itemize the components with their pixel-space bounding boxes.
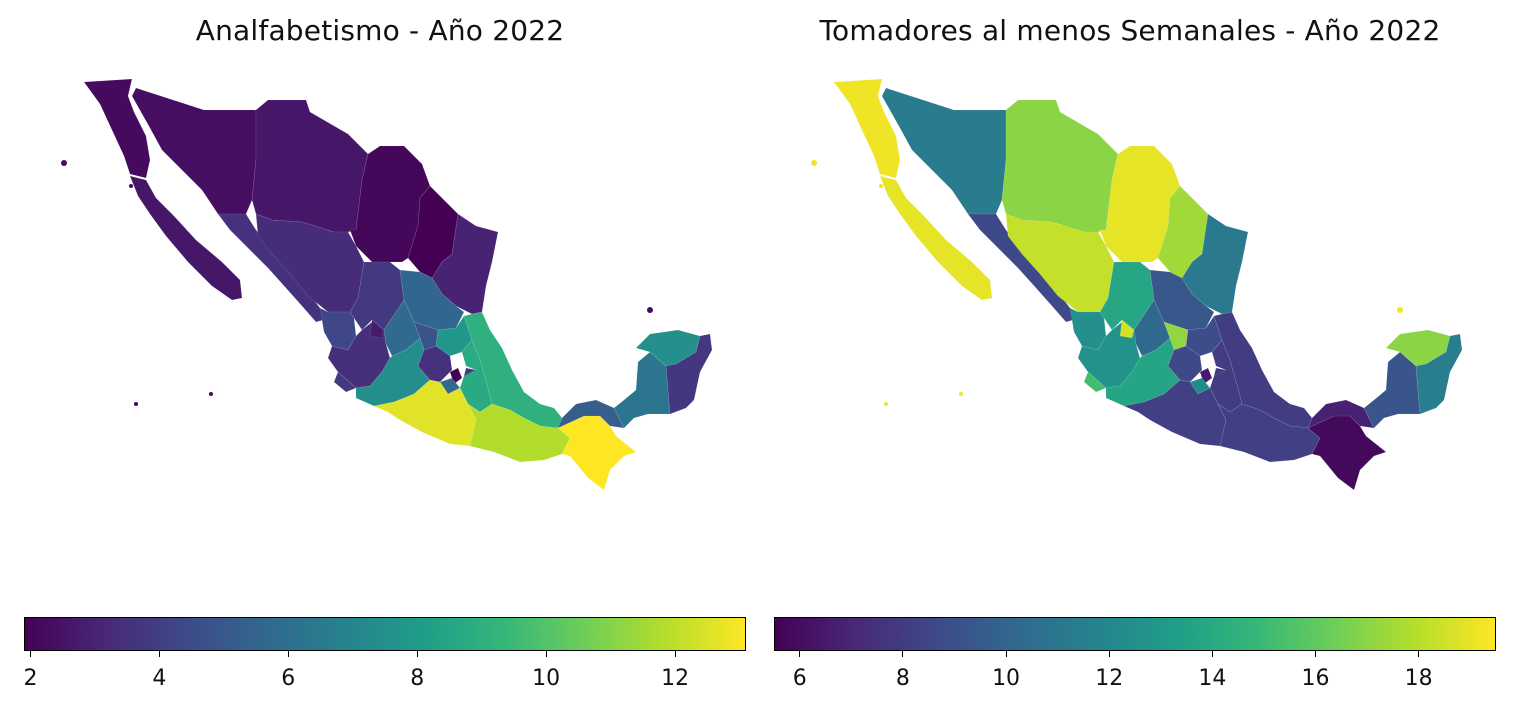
- colorbar-tick-label: 8: [410, 666, 425, 691]
- state-baja-california-sur: [129, 175, 243, 301]
- map-panel-right: Tomadores al menos Semanales - Año 2022 …: [760, 0, 1500, 718]
- state-colima: [1083, 371, 1107, 393]
- state-nayarit: [1069, 307, 1107, 351]
- island-3: [209, 392, 213, 396]
- state-tabasco: [1307, 399, 1375, 429]
- colorbar-tick-label: 12: [661, 666, 690, 691]
- colorbar-tick: [29, 651, 31, 657]
- colorbar-tick-label: 14: [1198, 666, 1227, 691]
- state-aguascalientes: [1119, 319, 1135, 339]
- island-3: [959, 392, 963, 396]
- colorbar-right: [774, 617, 1496, 651]
- colorbar-tick: [287, 651, 289, 657]
- colorbar-tick: [1108, 651, 1110, 657]
- state-tabasco: [557, 399, 625, 429]
- colorbar-tick-label: 16: [1301, 666, 1330, 691]
- choropleth-map-right: [811, 78, 1463, 491]
- island-2: [134, 402, 138, 406]
- colorbar-tick-label: 6: [281, 666, 296, 691]
- island-0: [811, 160, 817, 166]
- state-campeche: [613, 351, 671, 429]
- colorbar-tick-label: 10: [532, 666, 561, 691]
- state-quintana-roo: [665, 333, 713, 415]
- state-baja-california: [833, 78, 901, 179]
- colorbar-tick-label: 2: [23, 666, 38, 691]
- colorbar-tick-label: 8: [895, 666, 910, 691]
- colorbar-tick-label: 18: [1404, 666, 1433, 691]
- choropleth-map-left: [61, 78, 713, 491]
- state-campeche: [1363, 351, 1421, 429]
- state-mexico: [1167, 345, 1203, 383]
- island-1: [129, 184, 133, 188]
- colorbar-tick-label: 6: [792, 666, 807, 691]
- state-jalisco: [327, 321, 391, 389]
- colorbar-tick: [545, 651, 547, 657]
- colorbar-tick: [1005, 651, 1007, 657]
- state-quintana-roo: [1415, 333, 1463, 415]
- map-title-left: Analfabetismo - Año 2022: [195, 14, 565, 47]
- island-2: [884, 402, 888, 406]
- state-mexico: [417, 345, 453, 383]
- island-0: [61, 160, 67, 166]
- state-aguascalientes: [369, 319, 385, 339]
- colorbar-tick: [902, 651, 904, 657]
- map-panel-left: Analfabetismo - Año 2022 2 4 6 8 10 12: [10, 0, 750, 718]
- map-title-right: Tomadores al menos Semanales - Año 2022: [819, 14, 1441, 47]
- colorbar-tick: [674, 651, 676, 657]
- colorbar-tick: [1418, 651, 1420, 657]
- colorbar-tick: [799, 651, 801, 657]
- island-4: [1397, 307, 1403, 313]
- state-nayarit: [319, 307, 357, 351]
- colorbar-tick: [158, 651, 160, 657]
- state-jalisco: [1077, 321, 1141, 389]
- island-4: [647, 307, 653, 313]
- colorbar-tick-label: 4: [152, 666, 167, 691]
- colorbar-tick: [416, 651, 418, 657]
- colorbar-tick-label: 10: [992, 666, 1021, 691]
- colorbar-tick: [1211, 651, 1213, 657]
- colorbar-tick: [1315, 651, 1316, 657]
- state-baja-california: [83, 78, 151, 179]
- state-chihuahua: [251, 99, 369, 233]
- state-baja-california-sur: [879, 175, 993, 301]
- state-chihuahua: [1001, 99, 1119, 233]
- colorbar-tick-label: 12: [1095, 666, 1124, 691]
- state-colima: [333, 371, 357, 393]
- island-1: [879, 184, 883, 188]
- colorbar-left: [24, 617, 746, 651]
